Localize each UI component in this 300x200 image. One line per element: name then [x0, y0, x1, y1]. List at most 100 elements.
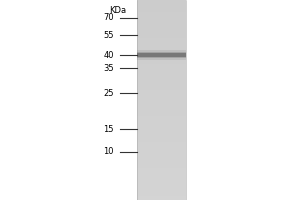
Bar: [136, 30, 186, 32]
Text: 35: 35: [103, 64, 114, 73]
Bar: [136, 94, 186, 96]
Bar: [136, 32, 186, 34]
Bar: [136, 50, 186, 60]
Bar: [136, 154, 186, 156]
Bar: [136, 68, 186, 70]
Bar: [136, 76, 186, 78]
Bar: [136, 78, 186, 80]
Bar: [136, 60, 186, 62]
Bar: [136, 64, 186, 66]
Bar: [136, 188, 186, 190]
Text: 40: 40: [103, 50, 114, 60]
Bar: [136, 88, 186, 90]
Bar: [136, 194, 186, 196]
Bar: [136, 146, 186, 148]
Bar: [136, 34, 186, 36]
Bar: [136, 90, 186, 92]
Bar: [136, 158, 186, 160]
Bar: [136, 46, 186, 48]
Bar: [136, 96, 186, 98]
Bar: [136, 168, 186, 170]
Bar: [136, 62, 186, 64]
Bar: [136, 180, 186, 182]
Bar: [136, 40, 186, 42]
Bar: [136, 122, 186, 124]
Bar: [136, 156, 186, 158]
Bar: [136, 74, 186, 76]
Text: 25: 25: [103, 88, 114, 98]
Bar: [136, 80, 186, 82]
Bar: [136, 0, 186, 2]
Bar: [136, 106, 186, 108]
Bar: [136, 170, 186, 172]
Bar: [136, 112, 186, 114]
Bar: [136, 166, 186, 168]
Bar: [136, 56, 186, 58]
Text: 70: 70: [103, 13, 114, 22]
Bar: [136, 114, 186, 116]
Bar: [136, 70, 186, 72]
Bar: [136, 20, 186, 22]
Bar: [136, 182, 186, 184]
Bar: [136, 120, 186, 122]
Bar: [136, 92, 186, 94]
Bar: [136, 128, 186, 130]
Bar: [136, 98, 186, 100]
Bar: [136, 116, 186, 118]
Bar: [136, 86, 186, 88]
Bar: [136, 22, 186, 24]
Bar: [136, 2, 186, 4]
Text: KDa: KDa: [109, 6, 126, 15]
Bar: [136, 190, 186, 192]
Bar: [136, 124, 186, 126]
Bar: [136, 8, 186, 10]
Bar: [136, 44, 186, 46]
Bar: [136, 132, 186, 134]
Bar: [136, 150, 186, 152]
Bar: [136, 140, 186, 142]
Bar: [136, 164, 186, 166]
Bar: [136, 52, 186, 58]
Bar: [136, 142, 186, 144]
Bar: [136, 38, 186, 40]
Bar: [136, 192, 186, 194]
Bar: [136, 110, 186, 112]
Bar: [136, 136, 186, 138]
Bar: [136, 184, 186, 186]
Bar: [136, 72, 186, 74]
Bar: [136, 14, 186, 16]
Bar: [136, 144, 186, 146]
Bar: [136, 82, 186, 84]
Bar: [136, 52, 186, 54]
Bar: [136, 50, 186, 52]
Bar: [136, 53, 186, 57]
Bar: [136, 174, 186, 176]
Bar: [136, 10, 186, 12]
Bar: [136, 162, 186, 164]
Bar: [136, 102, 186, 104]
Bar: [136, 48, 186, 50]
Bar: [136, 118, 186, 120]
Bar: [136, 176, 186, 178]
Bar: [136, 148, 186, 150]
Bar: [136, 108, 186, 110]
Bar: [136, 138, 186, 140]
Bar: [136, 172, 186, 174]
Text: 15: 15: [103, 124, 114, 134]
Bar: [136, 126, 186, 128]
Bar: [136, 84, 186, 86]
Bar: [136, 6, 186, 8]
Bar: [136, 100, 186, 102]
Bar: [136, 36, 186, 38]
Bar: [136, 18, 186, 20]
Bar: [136, 196, 186, 198]
Text: 55: 55: [103, 30, 114, 40]
Bar: [136, 160, 186, 162]
Bar: [136, 28, 186, 30]
Bar: [136, 186, 186, 188]
Bar: [136, 54, 186, 56]
Bar: [136, 16, 186, 18]
Text: 10: 10: [103, 148, 114, 156]
Bar: [136, 198, 186, 200]
Bar: [136, 12, 186, 14]
